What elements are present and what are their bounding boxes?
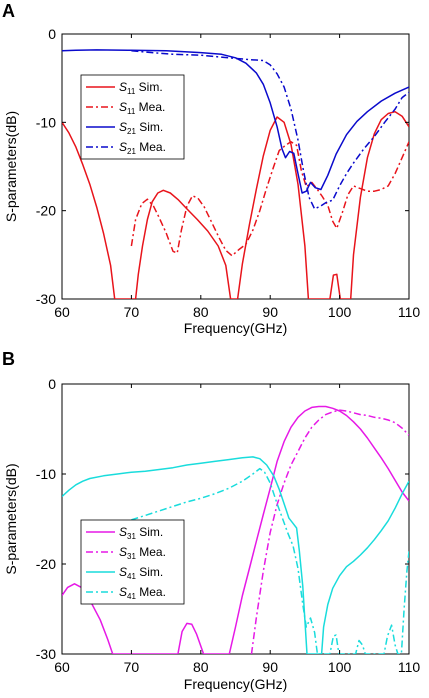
x-tick-label: 90 (262, 659, 278, 675)
series-line-s31-mea (250, 409, 409, 654)
y-axis-label-b: S-parameters(dB) (3, 463, 19, 574)
y-tick-label: -10 (36, 466, 56, 482)
curves-a (62, 49, 409, 299)
plot-area-a (61, 33, 410, 300)
x-tick-label: 80 (193, 304, 209, 320)
legend-box (80, 519, 185, 605)
series-line-s41-mea (131, 467, 409, 654)
chart-panel-b: B 60 70 80 90 100 110 0 -10 -20 -30 Frequency(GH… (2, 349, 420, 692)
series-line-s11-mea (130, 141, 409, 257)
chart-panel-a: A 60 70 80 90 100 110 0 -10 -20 -30 Frequency(GH… (2, 1, 420, 336)
x-tick-label: 80 (193, 659, 209, 675)
y-axis-label-a: S-parameters(dB) (3, 111, 19, 222)
series-line-s11-sim (62, 110, 409, 299)
y-tick-labels-a: 0 -10 -20 -30 (36, 26, 409, 307)
x-tick-label: 100 (328, 659, 352, 675)
x-tick-label: 60 (54, 659, 70, 675)
legend-b: S31 Sim. S31 Mea. S41 Sim. S41 Mea. (80, 519, 185, 605)
x-tick-label: 70 (124, 659, 140, 675)
panel-label-b: B (2, 349, 15, 369)
legend-entry: S11 Sim. (119, 80, 163, 96)
x-tick-label: 110 (398, 304, 421, 320)
y-tick-label: -20 (36, 556, 56, 572)
x-tick-label: 90 (262, 304, 278, 320)
y-tick-label: 0 (48, 26, 56, 42)
legend-entry: S31 Mea. (119, 545, 166, 561)
series-line-s41-sim (62, 456, 409, 654)
legend-entry: S11 Mea. (119, 100, 165, 116)
y-tick-label: -10 (36, 114, 56, 130)
curves-b (62, 405, 409, 654)
legend-box (80, 74, 185, 160)
x-axis-label-a: Frequency(GHz) (184, 320, 287, 336)
plot-area-b (61, 383, 410, 655)
legend-entry: S41 Mea. (119, 585, 166, 601)
x-tick-label: 70 (124, 304, 140, 320)
y-tick-label: -20 (36, 203, 56, 219)
x-tick-labels-b: 60 70 80 90 100 110 (54, 384, 420, 675)
x-tick-label: 110 (398, 659, 421, 675)
x-tick-labels-a: 60 70 80 90 100 110 (54, 34, 420, 320)
y-tick-label: 0 (48, 376, 56, 392)
series-line-s21-sim (62, 49, 409, 194)
y-tick-labels-b: 0 -10 -20 -30 (36, 376, 409, 662)
y-tick-label: -30 (36, 291, 56, 307)
x-tick-label: 60 (54, 304, 70, 320)
y-tick-label: -30 (36, 646, 56, 662)
legend-entry: S21 Sim. (119, 120, 163, 136)
legend-entry: S21 Mea. (119, 140, 166, 156)
legend-a: S11 Sim. S11 Mea. S21 Sim. S21 Mea. (80, 74, 185, 160)
x-axis-label-b: Frequency(GHz) (184, 676, 287, 692)
series-line-s31-sim (62, 405, 409, 654)
legend-entry: S31 Sim. (119, 525, 163, 541)
x-tick-label: 100 (328, 304, 352, 320)
panel-label-a: A (2, 1, 15, 21)
legend-entry: S41 Sim. (119, 565, 163, 581)
